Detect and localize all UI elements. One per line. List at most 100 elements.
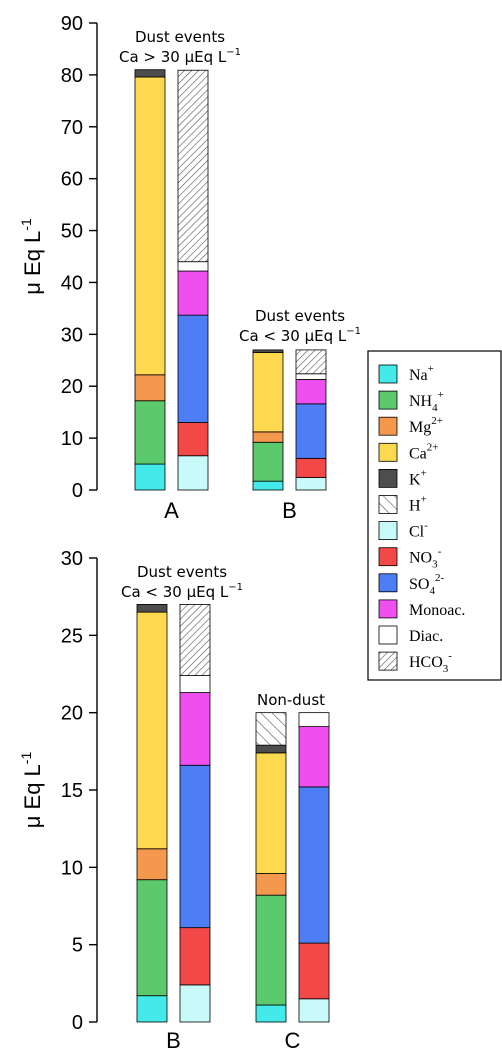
annotation-line2: Ca < 30 μEq L−1	[121, 582, 243, 601]
legend-swatch	[378, 416, 398, 436]
legend-label: SO42-	[409, 572, 444, 597]
bar-segment-B-cations-nh4	[136, 879, 168, 997]
bar-segment-B-anions-no3	[179, 927, 211, 986]
bar-segment-B-cations-na	[252, 480, 284, 491]
y-tick-label: 25	[61, 625, 83, 647]
bar-segment-C-anions-monoac	[298, 726, 330, 788]
legend-swatch	[378, 547, 398, 567]
bar-segment-A-anions-cl	[177, 455, 209, 491]
bar-segment-A-cations-nh4	[134, 400, 166, 465]
y-tick-label: 10	[61, 428, 83, 450]
legend-swatch	[378, 442, 398, 462]
legend-label: HCO3-	[409, 650, 452, 675]
bar-segment-C-anions-so42	[298, 786, 330, 944]
bar-segment-A-anions-hco3	[177, 69, 209, 263]
bar-segment-A-anions-diac	[177, 261, 209, 272]
bar-segment-B-cations-mg2	[136, 848, 168, 881]
y-tick-label: 30	[61, 324, 83, 346]
bar-segment-B-anions-monoac	[295, 379, 327, 405]
legend-swatch	[378, 390, 398, 410]
legend: Na+ NH4+Mg2+ Ca2+ K+ H+ Cl- NO3-SO42- Monoac. Di…	[367, 350, 502, 681]
legend-label: Ca2+	[409, 441, 439, 462]
y-tick-label: 30	[61, 548, 83, 570]
bar-segment-B-anions-hco3	[295, 349, 327, 375]
y-tick-label: 20	[61, 376, 83, 398]
legend-label: NH4+	[409, 389, 444, 414]
bar-segment-C-anions-cl	[298, 998, 330, 1023]
bar-segment-B-anions-cl	[295, 477, 327, 491]
y-tick-label: 15	[61, 780, 83, 802]
legend-label: Na+	[409, 363, 434, 384]
y-tick-label: 40	[61, 272, 83, 294]
legend-swatch	[378, 625, 398, 645]
legend-label: K+	[409, 467, 427, 488]
bar-segment-C-cations-mg2	[255, 873, 287, 896]
legend-swatch	[378, 573, 398, 593]
bar-segment-A-cations-na	[134, 463, 166, 491]
annotation-line1: Dust events	[135, 28, 225, 46]
legend-label: Mg2+	[409, 415, 443, 436]
legend-label: H+	[409, 494, 427, 515]
bar-segment-B-anions-cl	[179, 984, 211, 1023]
bar-segment-B-anions-monoac	[179, 692, 211, 766]
y-tick-label: 20	[61, 703, 83, 725]
bar-segment-B-cations-k	[136, 604, 168, 613]
legend-box	[367, 350, 502, 681]
legend-swatch	[378, 651, 398, 671]
bar-segment-A-anions-no3	[177, 422, 209, 457]
bar-segment-B-cations-ca2	[136, 611, 168, 850]
category-label: B	[166, 1028, 181, 1053]
bar-segment-B-cations-nh4	[252, 441, 284, 482]
bar-segment-A-cations-ca2	[134, 76, 166, 376]
category-label: B	[282, 498, 297, 523]
legend-label: Diac.	[409, 628, 443, 645]
bar-segment-C-cations-k	[255, 744, 287, 754]
legend-label: Cl-	[409, 520, 428, 541]
bar-segment-B-anions-so42	[295, 403, 327, 459]
bar-segment-B-anions-diac	[295, 373, 327, 380]
bar-segment-C-cations-nh4	[255, 894, 287, 1006]
bar-segment-B-anions-hco3	[179, 604, 211, 676]
legend-swatch	[378, 521, 398, 540]
bar-segment-B-anions-diac	[179, 675, 211, 693]
bar-segment-B-cations-k	[252, 349, 284, 353]
annotation-line2: Ca < 30 μEq L−1	[239, 326, 361, 345]
annotation-line2: Ca > 30 μEq L−1	[119, 47, 241, 66]
bar-segment-A-anions-so42	[177, 314, 209, 423]
annotation-line1: Non-dust	[257, 691, 325, 709]
category-label: A	[164, 498, 179, 523]
legend-swatch	[378, 468, 398, 488]
y-tick-label: 70	[61, 117, 83, 139]
bar-segment-C-anions-diac	[298, 712, 330, 727]
bar-segment-B-anions-so42	[179, 764, 211, 929]
legend-label: NO3-	[409, 546, 442, 571]
y-axis-label: μ Eq L-1	[18, 752, 45, 829]
legend-swatch	[378, 495, 398, 514]
y-tick-label: 0	[72, 1012, 83, 1034]
y-tick-label: 80	[61, 65, 83, 87]
bar-segment-C-cations-h	[255, 712, 287, 746]
annotation-line1: Dust events	[255, 307, 345, 325]
bar-segment-B-cations-mg2	[252, 431, 284, 443]
bar-segment-A-cations-mg2	[134, 374, 166, 402]
category-label: C	[285, 1028, 301, 1053]
legend-label: Monoac.	[409, 602, 465, 619]
bar-segment-B-cations-ca2	[252, 352, 284, 433]
bar-segment-A-anions-monoac	[177, 270, 209, 316]
y-tick-label: 5	[72, 935, 83, 957]
y-tick-label: 10	[61, 857, 83, 879]
bar-segment-C-anions-no3	[298, 942, 330, 1000]
y-tick-label: 90	[61, 13, 83, 35]
bar-segment-C-cations-na	[255, 1004, 287, 1023]
bar-segment-A-cations-k	[134, 69, 166, 78]
legend-swatch	[378, 364, 398, 384]
bar-segment-C-cations-ca2	[255, 752, 287, 874]
panel-top-chart: 0 10 20 30 40 50 60 70 80 90 μ Eq L-1 A B Dust events…	[18, 13, 361, 523]
y-tick-label: 0	[72, 480, 83, 502]
legend-swatch	[378, 599, 398, 619]
y-tick-label: 60	[61, 169, 83, 191]
y-axis-label: μ Eq L-1	[18, 218, 45, 295]
y-tick-label: 50	[61, 221, 83, 243]
